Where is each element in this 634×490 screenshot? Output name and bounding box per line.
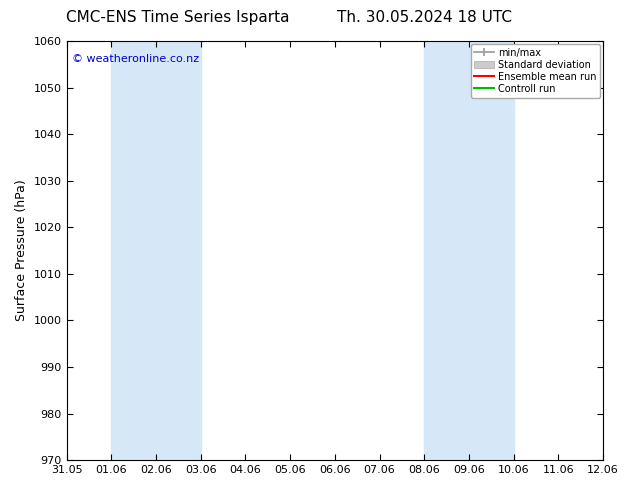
Bar: [424, 41, 469, 460]
Text: CMC-ENS Time Series Isparta: CMC-ENS Time Series Isparta: [66, 10, 289, 25]
Bar: [469, 41, 514, 460]
Text: © weatheronline.co.nz: © weatheronline.co.nz: [72, 53, 199, 64]
Legend: min/max, Standard deviation, Ensemble mean run, Controll run: min/max, Standard deviation, Ensemble me…: [470, 44, 600, 98]
Bar: [111, 41, 156, 460]
Bar: [603, 41, 634, 460]
Bar: [156, 41, 201, 460]
Y-axis label: Surface Pressure (hPa): Surface Pressure (hPa): [15, 180, 28, 321]
Text: Th. 30.05.2024 18 UTC: Th. 30.05.2024 18 UTC: [337, 10, 512, 25]
